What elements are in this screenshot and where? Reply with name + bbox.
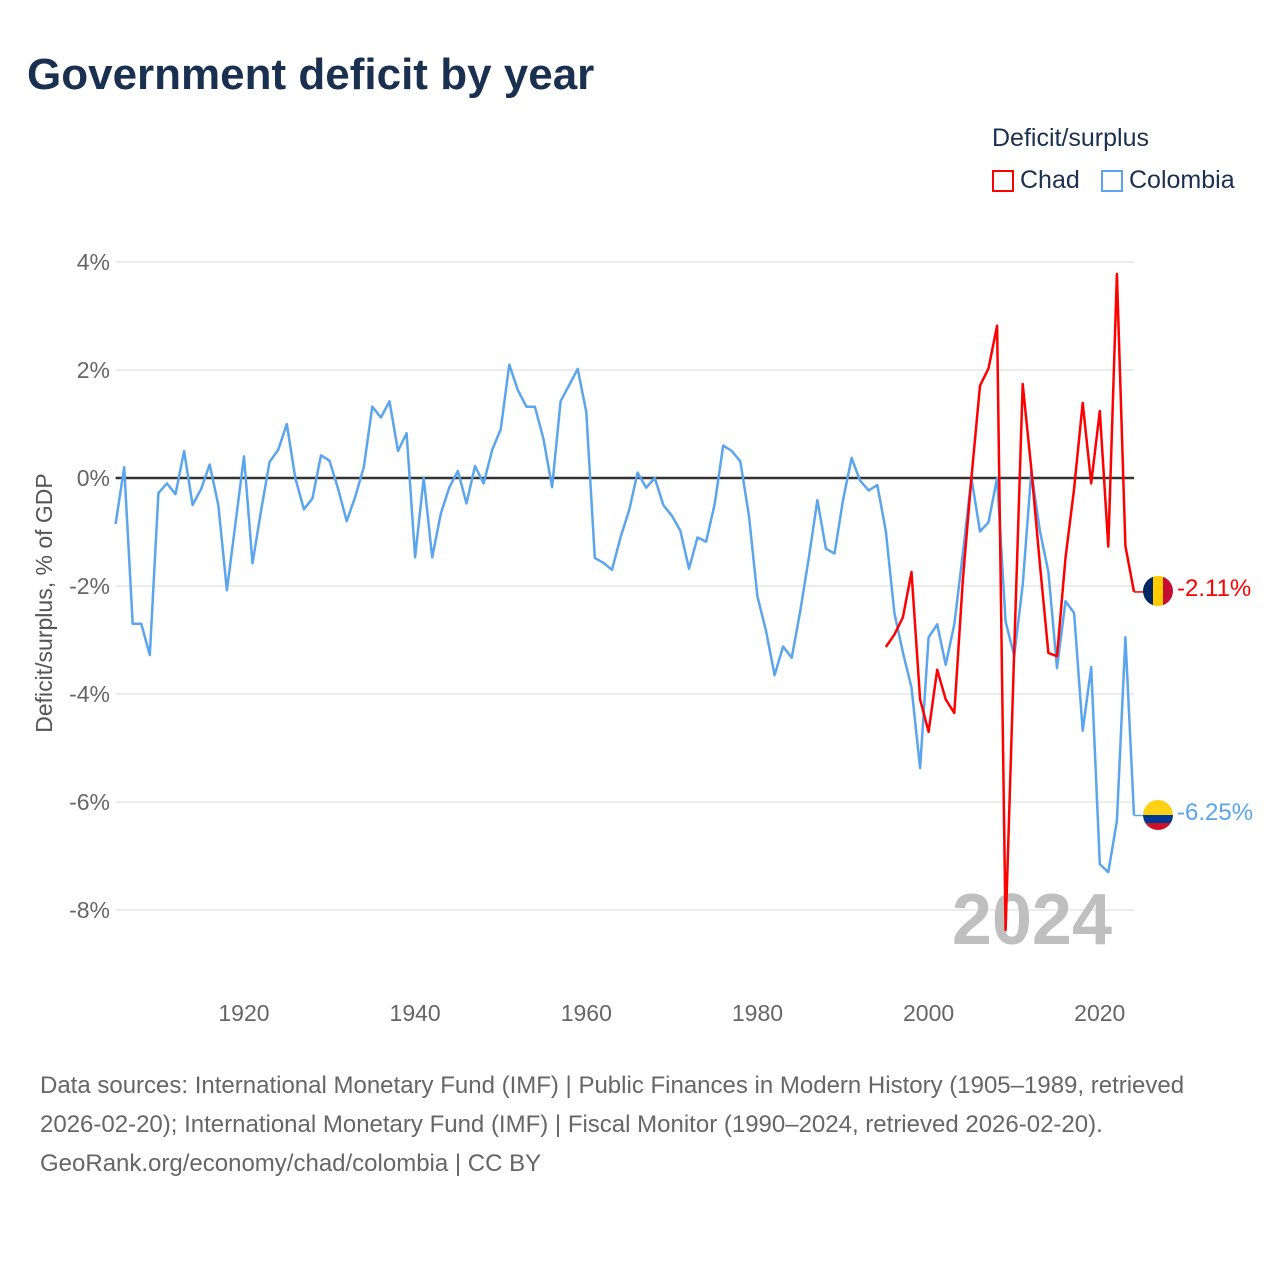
end-label-chad: -2.11%: [1177, 575, 1252, 602]
footer: Data sources: International Monetary Fun…: [40, 1066, 1240, 1183]
y-tick-label: -8%: [69, 897, 110, 923]
colombia-flag-icon: [1143, 800, 1173, 830]
x-tick-label: 1960: [561, 1000, 612, 1026]
year-watermark: 2024: [952, 880, 1112, 960]
x-tick-label: 2020: [1074, 1000, 1125, 1026]
y-tick-label: 4%: [77, 249, 110, 275]
series-line-chad[interactable]: [884, 272, 1136, 932]
page-title: Government deficit by year: [27, 50, 595, 99]
legend-swatch-chad: [992, 169, 1014, 192]
y-tick-label: 2%: [77, 357, 110, 383]
end-label-colombia: -6.25%: [1177, 799, 1254, 826]
x-tick-label: 1980: [732, 1000, 783, 1026]
legend-swatch-colombia: [1101, 169, 1123, 192]
legend-item-chad[interactable]: Chad: [992, 166, 1080, 195]
line-chart: 4% 2% 0% -2% -4% -6% -8% 1920 1940 1960 1980 2000 20…: [31, 249, 1144, 1026]
y-axis-label: Deficit/surplus, % of GDP: [31, 473, 57, 732]
legend-title: Deficit/surplus: [992, 124, 1149, 152]
y-tick-label: 0%: [77, 465, 110, 491]
legend-item-colombia[interactable]: Colombia: [1101, 166, 1235, 195]
data-sources: Data sources: International Monetary Fun…: [40, 1072, 1185, 1138]
chad-flag-icon: [1143, 576, 1173, 606]
y-tick-label: -6%: [69, 789, 110, 815]
x-tick-label: 1940: [390, 1000, 441, 1026]
y-tick-label: -2%: [69, 573, 110, 599]
legend-label-chad: Chad: [1020, 166, 1080, 194]
credit-link[interactable]: GeoRank.org/economy/chad/colombia | CC B…: [40, 1150, 542, 1177]
legend-label-colombia: Colombia: [1129, 166, 1235, 194]
series-line-colombia[interactable]: [114, 363, 1136, 874]
x-tick-label: 2000: [903, 1000, 954, 1026]
x-tick-label: 1920: [218, 1000, 269, 1026]
y-tick-label: -4%: [69, 681, 110, 707]
